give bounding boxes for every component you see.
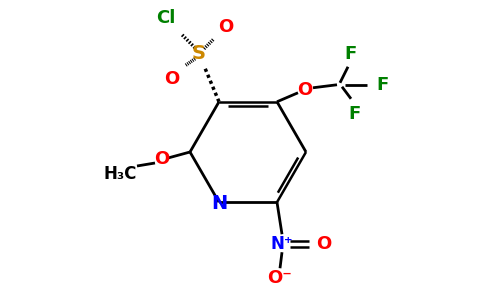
Text: F: F [377, 76, 389, 94]
Text: O⁻: O⁻ [268, 269, 292, 287]
Text: N⁺: N⁺ [271, 235, 293, 253]
Text: O: O [317, 235, 332, 253]
Text: Cl: Cl [156, 9, 176, 27]
Text: O: O [297, 81, 313, 99]
Text: N: N [211, 194, 227, 213]
Text: F: F [348, 105, 360, 123]
Text: O: O [154, 150, 169, 168]
Text: F: F [344, 45, 356, 63]
Text: O: O [218, 18, 234, 36]
Text: O: O [165, 70, 180, 88]
Text: S: S [192, 44, 206, 63]
Text: H₃C: H₃C [103, 165, 136, 183]
